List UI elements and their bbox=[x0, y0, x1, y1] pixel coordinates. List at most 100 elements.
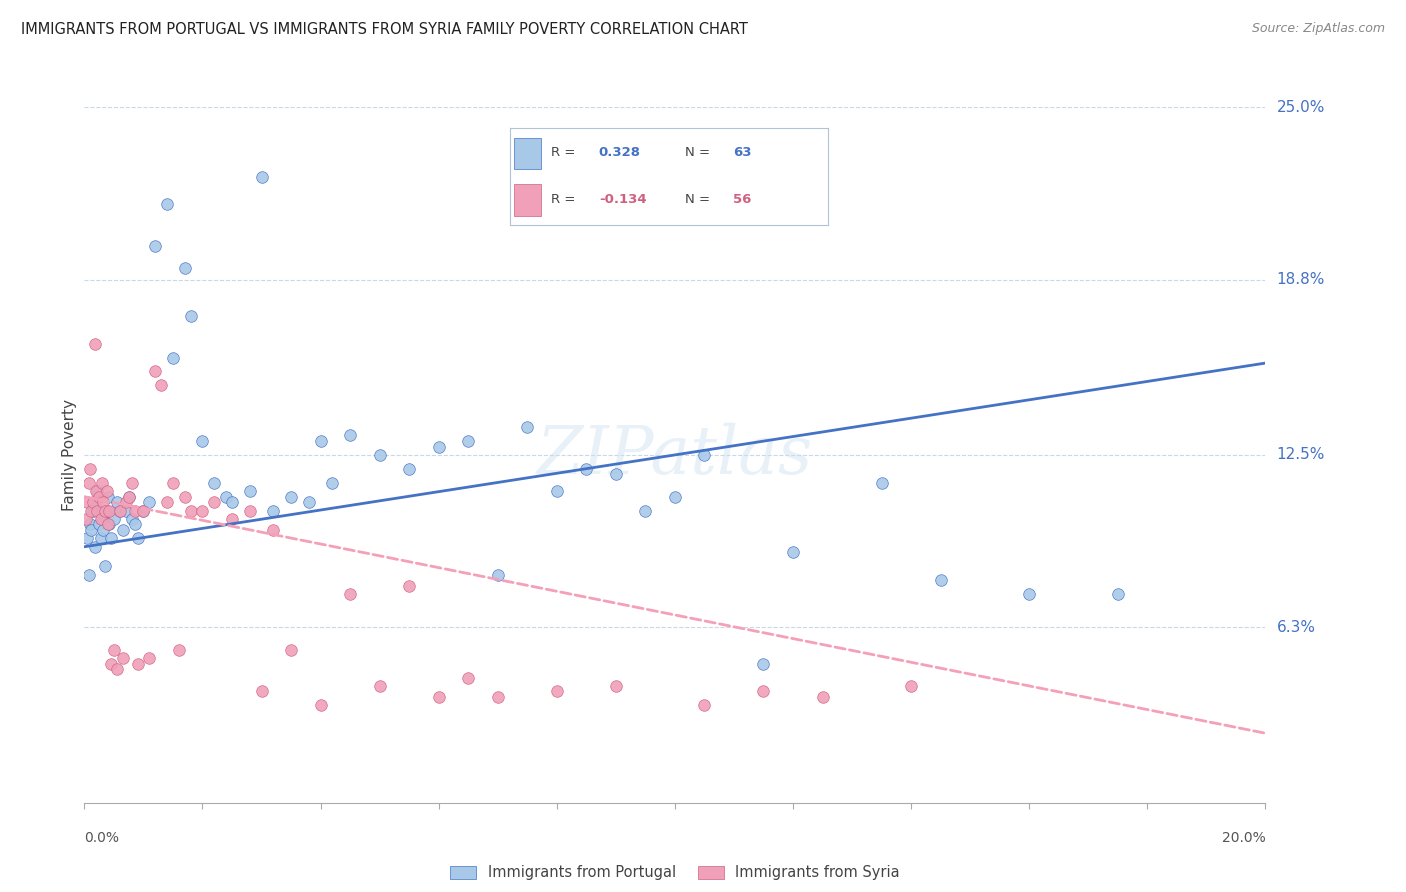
Legend: Immigrants from Portugal, Immigrants from Syria: Immigrants from Portugal, Immigrants fro… bbox=[444, 859, 905, 886]
Point bbox=[84, 495, 107, 509]
Point bbox=[929, 573, 952, 587]
Point bbox=[143, 239, 166, 253]
Point bbox=[368, 448, 391, 462]
Point bbox=[1107, 587, 1129, 601]
Point bbox=[84, 484, 107, 499]
Point bbox=[79, 517, 101, 532]
Point bbox=[173, 261, 195, 276]
Point bbox=[398, 579, 420, 593]
Point bbox=[156, 197, 179, 211]
Point bbox=[79, 462, 101, 476]
Point bbox=[339, 428, 361, 442]
Point bbox=[900, 679, 922, 693]
Point bbox=[86, 484, 108, 499]
Point bbox=[546, 484, 568, 499]
Point bbox=[239, 503, 262, 517]
Point bbox=[84, 336, 107, 351]
Point bbox=[90, 532, 112, 546]
Point bbox=[262, 503, 284, 517]
Point bbox=[90, 512, 112, 526]
Point bbox=[693, 698, 716, 713]
Point bbox=[870, 475, 893, 490]
Point bbox=[486, 567, 509, 582]
Point bbox=[664, 490, 686, 504]
Point bbox=[111, 651, 134, 665]
Y-axis label: Family Poverty: Family Poverty bbox=[62, 399, 77, 511]
Point bbox=[605, 679, 627, 693]
Point bbox=[80, 503, 103, 517]
Point bbox=[91, 495, 114, 509]
Point bbox=[105, 662, 128, 676]
Point bbox=[77, 567, 100, 582]
Point bbox=[486, 690, 509, 704]
Point bbox=[162, 351, 184, 365]
Point bbox=[180, 309, 202, 323]
Point bbox=[427, 440, 450, 454]
Point bbox=[127, 657, 149, 671]
Point bbox=[173, 490, 195, 504]
Point bbox=[138, 651, 160, 665]
Point bbox=[91, 523, 114, 537]
Point bbox=[309, 698, 332, 713]
Text: 0.0%: 0.0% bbox=[84, 830, 120, 845]
Point bbox=[1018, 587, 1040, 601]
Point bbox=[457, 434, 479, 448]
Text: IMMIGRANTS FROM PORTUGAL VS IMMIGRANTS FROM SYRIA FAMILY POVERTY CORRELATION CHA: IMMIGRANTS FROM PORTUGAL VS IMMIGRANTS F… bbox=[21, 22, 748, 37]
Point bbox=[114, 503, 136, 517]
Text: Source: ZipAtlas.com: Source: ZipAtlas.com bbox=[1251, 22, 1385, 36]
Point bbox=[87, 490, 111, 504]
Text: 20.0%: 20.0% bbox=[1222, 830, 1265, 845]
Point bbox=[221, 512, 243, 526]
Point bbox=[280, 490, 302, 504]
Point bbox=[114, 495, 136, 509]
Point bbox=[752, 657, 775, 671]
Point bbox=[82, 503, 104, 517]
Point bbox=[124, 503, 146, 517]
Point bbox=[605, 467, 627, 482]
Point bbox=[280, 642, 302, 657]
Point bbox=[100, 657, 122, 671]
Point bbox=[75, 512, 97, 526]
Point bbox=[96, 484, 118, 499]
Text: ZIPatlas: ZIPatlas bbox=[537, 422, 813, 488]
Point bbox=[91, 512, 114, 526]
Point bbox=[96, 503, 118, 517]
Point bbox=[97, 490, 120, 504]
Point bbox=[132, 503, 155, 517]
Point bbox=[339, 587, 361, 601]
Point bbox=[108, 503, 131, 517]
Point bbox=[105, 495, 128, 509]
Text: 6.3%: 6.3% bbox=[1277, 620, 1316, 635]
Point bbox=[250, 684, 273, 698]
Point bbox=[118, 490, 141, 504]
Point bbox=[782, 545, 804, 559]
Point bbox=[321, 475, 343, 490]
Point bbox=[127, 532, 149, 546]
Point bbox=[167, 642, 190, 657]
Point bbox=[150, 378, 173, 392]
Point bbox=[693, 448, 716, 462]
Point bbox=[202, 495, 225, 509]
Point bbox=[368, 679, 391, 693]
Point bbox=[86, 503, 108, 517]
Point bbox=[250, 169, 273, 184]
Point bbox=[94, 503, 117, 517]
Point bbox=[76, 495, 98, 509]
Point bbox=[121, 475, 143, 490]
Point bbox=[516, 420, 538, 434]
Text: 25.0%: 25.0% bbox=[1277, 100, 1324, 114]
Point bbox=[103, 642, 125, 657]
Point bbox=[811, 690, 834, 704]
Point bbox=[457, 671, 479, 685]
Point bbox=[398, 462, 420, 476]
Point bbox=[91, 475, 114, 490]
Point bbox=[97, 517, 120, 532]
Point bbox=[76, 532, 98, 546]
Point bbox=[239, 484, 262, 499]
Point bbox=[132, 503, 155, 517]
Point bbox=[180, 503, 202, 517]
Point bbox=[108, 503, 131, 517]
Point bbox=[100, 532, 122, 546]
Point bbox=[138, 495, 160, 509]
Point bbox=[634, 503, 657, 517]
